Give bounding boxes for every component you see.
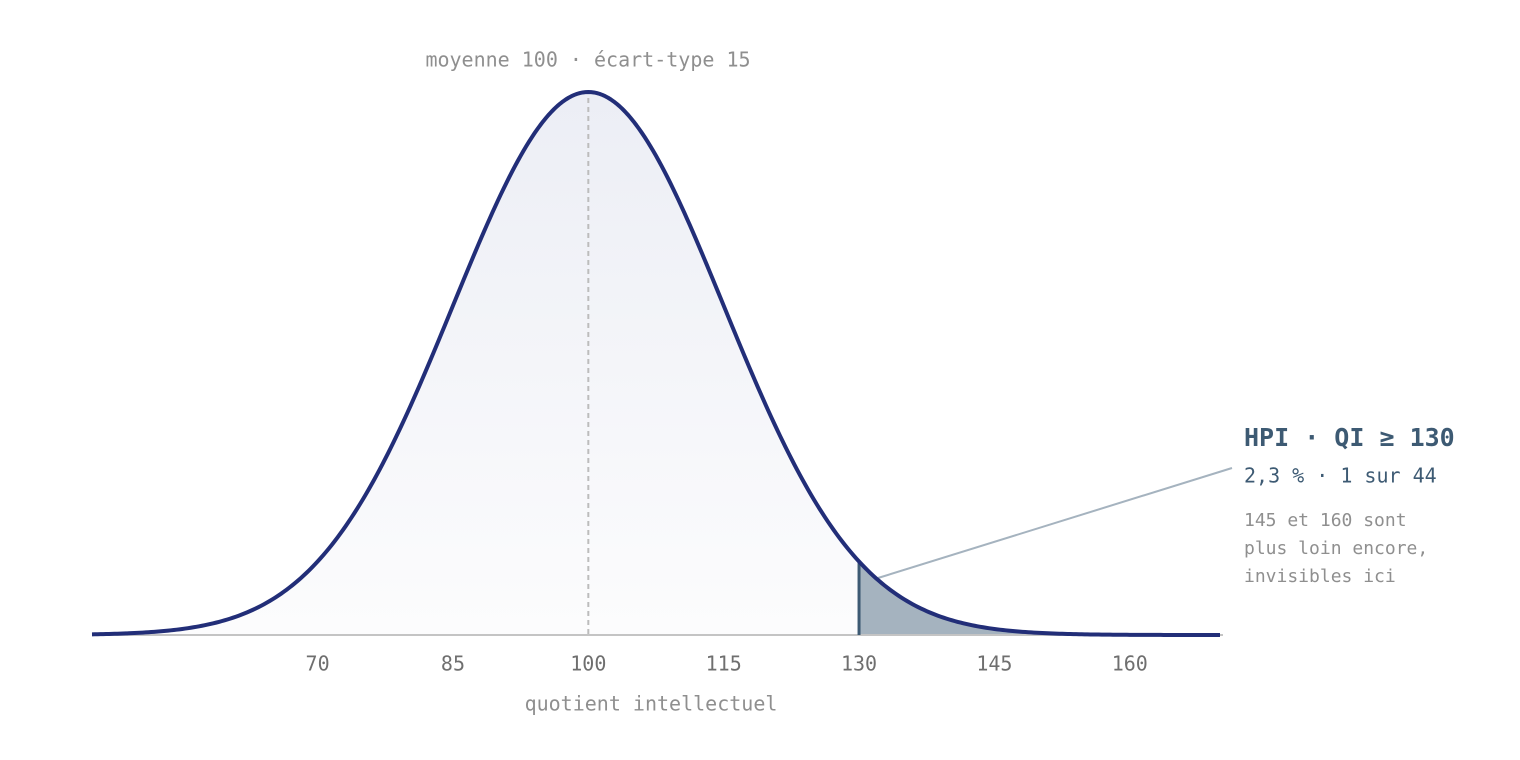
annotation-title: HPI · QI ≥ 130 — [1244, 423, 1455, 452]
annotation-note: 145 et 160 sont — [1244, 510, 1407, 531]
x-axis-label: quotient intellectuel — [525, 692, 778, 716]
density-curve — [91, 90, 1220, 637]
x-tick-label: 115 — [706, 652, 742, 676]
annotation-note: invisibles ici — [1244, 566, 1396, 587]
tail-area — [859, 561, 1220, 635]
x-tick-label: 145 — [976, 652, 1012, 676]
chart-title: moyenne 100 · écart-type 15 — [425, 48, 750, 72]
x-tick-label: 160 — [1112, 652, 1148, 676]
x-tick-label: 130 — [841, 652, 877, 676]
x-tick-label: 100 — [570, 652, 606, 676]
leader-line — [877, 467, 1233, 579]
density-area — [92, 92, 1220, 635]
annotation-note: plus loin encore, — [1244, 538, 1428, 559]
x-tick-label: 70 — [306, 652, 330, 676]
x-tick-label: 85 — [441, 652, 465, 676]
annotation-subtitle: 2,3 % · 1 sur 44 — [1244, 464, 1437, 488]
